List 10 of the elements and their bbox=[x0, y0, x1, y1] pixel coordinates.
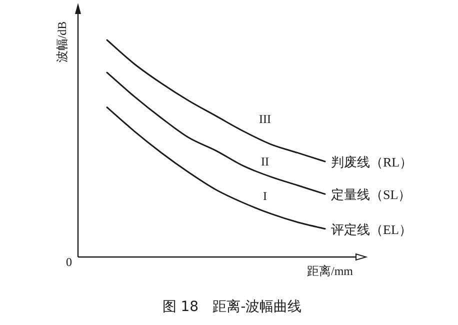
text: 图 18 距离-波幅曲线 bbox=[162, 299, 302, 315]
series-label: 判废线（RL） bbox=[331, 154, 413, 170]
annotation: I bbox=[263, 189, 268, 204]
text: 0 bbox=[66, 255, 72, 269]
annotation: II bbox=[261, 154, 270, 168]
series-label: 定量线（SL） bbox=[331, 187, 412, 202]
series-label: 评定线（EL） bbox=[331, 222, 412, 237]
y-axis-title: 波幅/dB bbox=[55, 21, 69, 63]
x-axis-title: 距离/mm bbox=[306, 264, 354, 278]
annotation: III bbox=[259, 112, 272, 126]
